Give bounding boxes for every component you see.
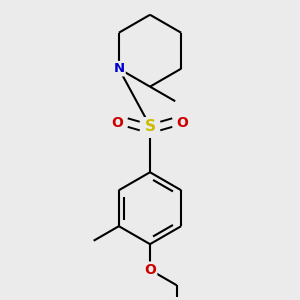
Text: S: S — [145, 118, 155, 134]
Text: O: O — [112, 116, 123, 130]
Text: O: O — [177, 116, 188, 130]
Text: N: N — [113, 62, 124, 75]
Text: O: O — [144, 263, 156, 277]
